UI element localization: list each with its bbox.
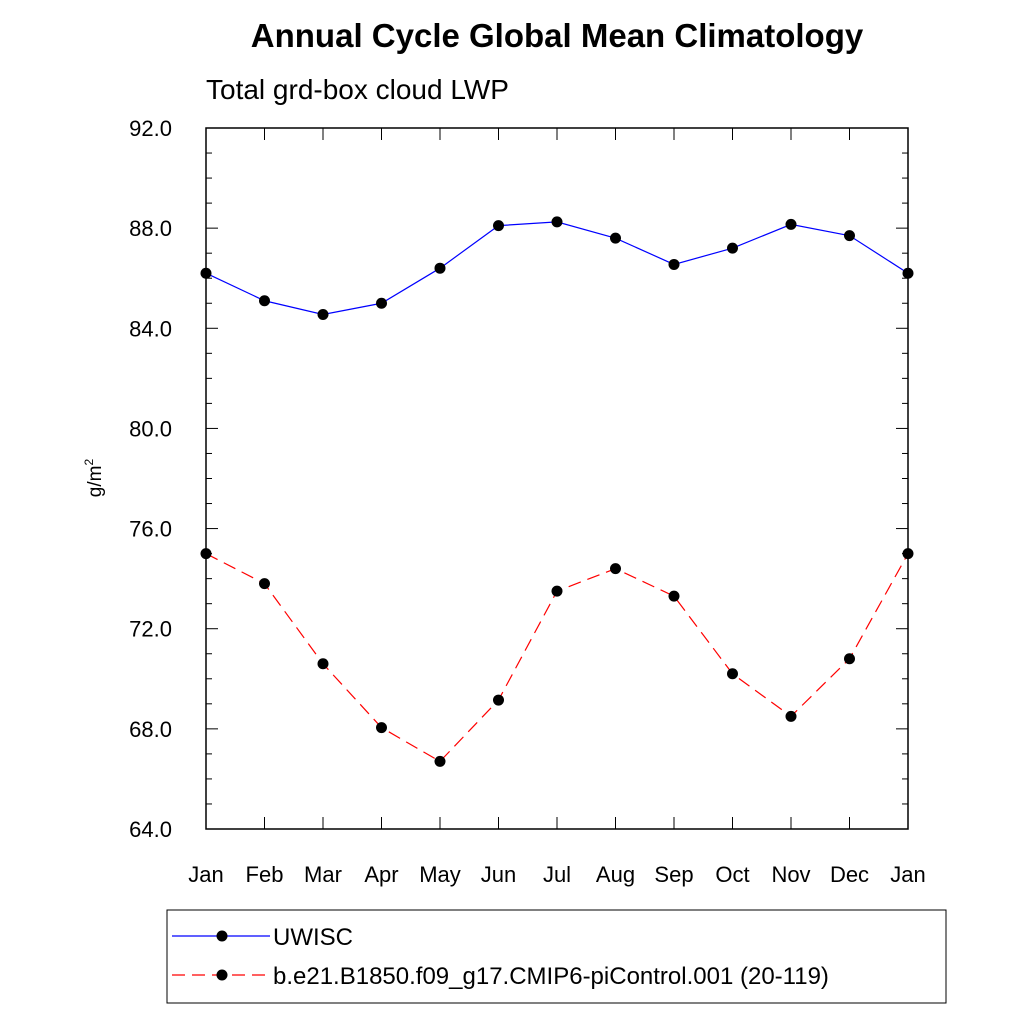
x-tick-label: Mar	[304, 862, 342, 887]
legend: UWISC b.e21.B1850.f09_g17.CMIP6-piControl…	[166, 909, 947, 1004]
data-point	[902, 267, 914, 279]
x-tick-label: Jan	[188, 862, 223, 887]
chart-subtitle: Total grd-box cloud LWP	[206, 74, 509, 105]
x-tick-label: Jan	[890, 862, 925, 887]
legend-marker	[216, 930, 228, 942]
data-point	[493, 694, 504, 706]
y-tick-label: 76.0	[129, 517, 172, 542]
legend-label: UWISC	[273, 924, 353, 951]
legend-marker	[216, 969, 228, 981]
data-point	[902, 548, 914, 560]
series-line	[205, 221, 909, 316]
data-point	[259, 295, 270, 307]
x-tick-label: Apr	[364, 862, 398, 887]
data-point	[551, 585, 563, 597]
data-point	[200, 548, 212, 560]
x-tick-labels: Jan Feb Mar Apr May Jun Jul Aug Sep Oct Nov Dec Jan	[188, 862, 925, 887]
data-point	[844, 230, 855, 242]
series-layer	[200, 216, 914, 767]
data-point	[317, 658, 329, 670]
y-tick-label: 68.0	[129, 717, 172, 742]
x-tick-label: Dec	[830, 862, 869, 887]
y-tick-label: 80.0	[129, 416, 172, 441]
x-tick-label: Nov	[771, 862, 810, 887]
legend-box	[166, 909, 947, 1004]
y-tick-label: 84.0	[129, 316, 172, 341]
data-point	[610, 563, 621, 575]
legend-label: b.e21.B1850.f09_g17.CMIP6-piControl.001 …	[273, 963, 829, 990]
x-tick-label: May	[419, 862, 461, 887]
data-point	[493, 220, 504, 232]
data-point	[727, 668, 738, 680]
series-line	[205, 553, 909, 763]
y-tick-label: 92.0	[129, 116, 172, 141]
legend-entry: b.e21.B1850.f09_g17.CMIP6-piControl.001 …	[172, 963, 829, 990]
legend-entry: UWISC	[172, 924, 353, 951]
data-point	[785, 710, 797, 722]
axis-ticks	[205, 127, 909, 830]
y-tick-label: 88.0	[129, 216, 172, 241]
y-axis-label-superscript: 2	[82, 459, 96, 466]
data-point	[610, 232, 621, 244]
data-point	[434, 262, 446, 274]
data-point	[785, 218, 797, 230]
data-point	[376, 297, 387, 309]
y-tick-label: 72.0	[129, 617, 172, 642]
svg-text:g/m2: g/m2	[82, 459, 106, 498]
x-tick-label: Sep	[654, 862, 693, 887]
x-tick-label: Jul	[543, 862, 571, 887]
y-axis-label-text: g/m	[85, 466, 106, 498]
x-tick-label: Aug	[596, 862, 635, 887]
data-point	[376, 722, 387, 734]
x-tick-label: Oct	[715, 862, 749, 887]
y-axis-label: g/m2	[82, 459, 106, 498]
series-2	[200, 548, 914, 767]
x-tick-label: Jun	[481, 862, 516, 887]
x-tick-label: Feb	[246, 862, 284, 887]
data-point	[668, 258, 680, 270]
chart-title: Annual Cycle Global Mean Climatology	[251, 17, 864, 54]
plot-frame	[205, 127, 909, 830]
data-point	[434, 755, 446, 767]
data-point	[317, 309, 329, 321]
data-point	[844, 653, 855, 665]
y-tick-label: 64.0	[129, 817, 172, 842]
data-point	[259, 578, 270, 590]
data-point	[551, 216, 563, 228]
series-1	[200, 216, 914, 321]
y-tick-labels: 64.0 68.0 72.0 76.0 80.0 84.0 88.0 92.0	[129, 116, 172, 842]
data-point	[668, 590, 680, 602]
data-point	[200, 267, 212, 279]
data-point	[727, 242, 738, 254]
